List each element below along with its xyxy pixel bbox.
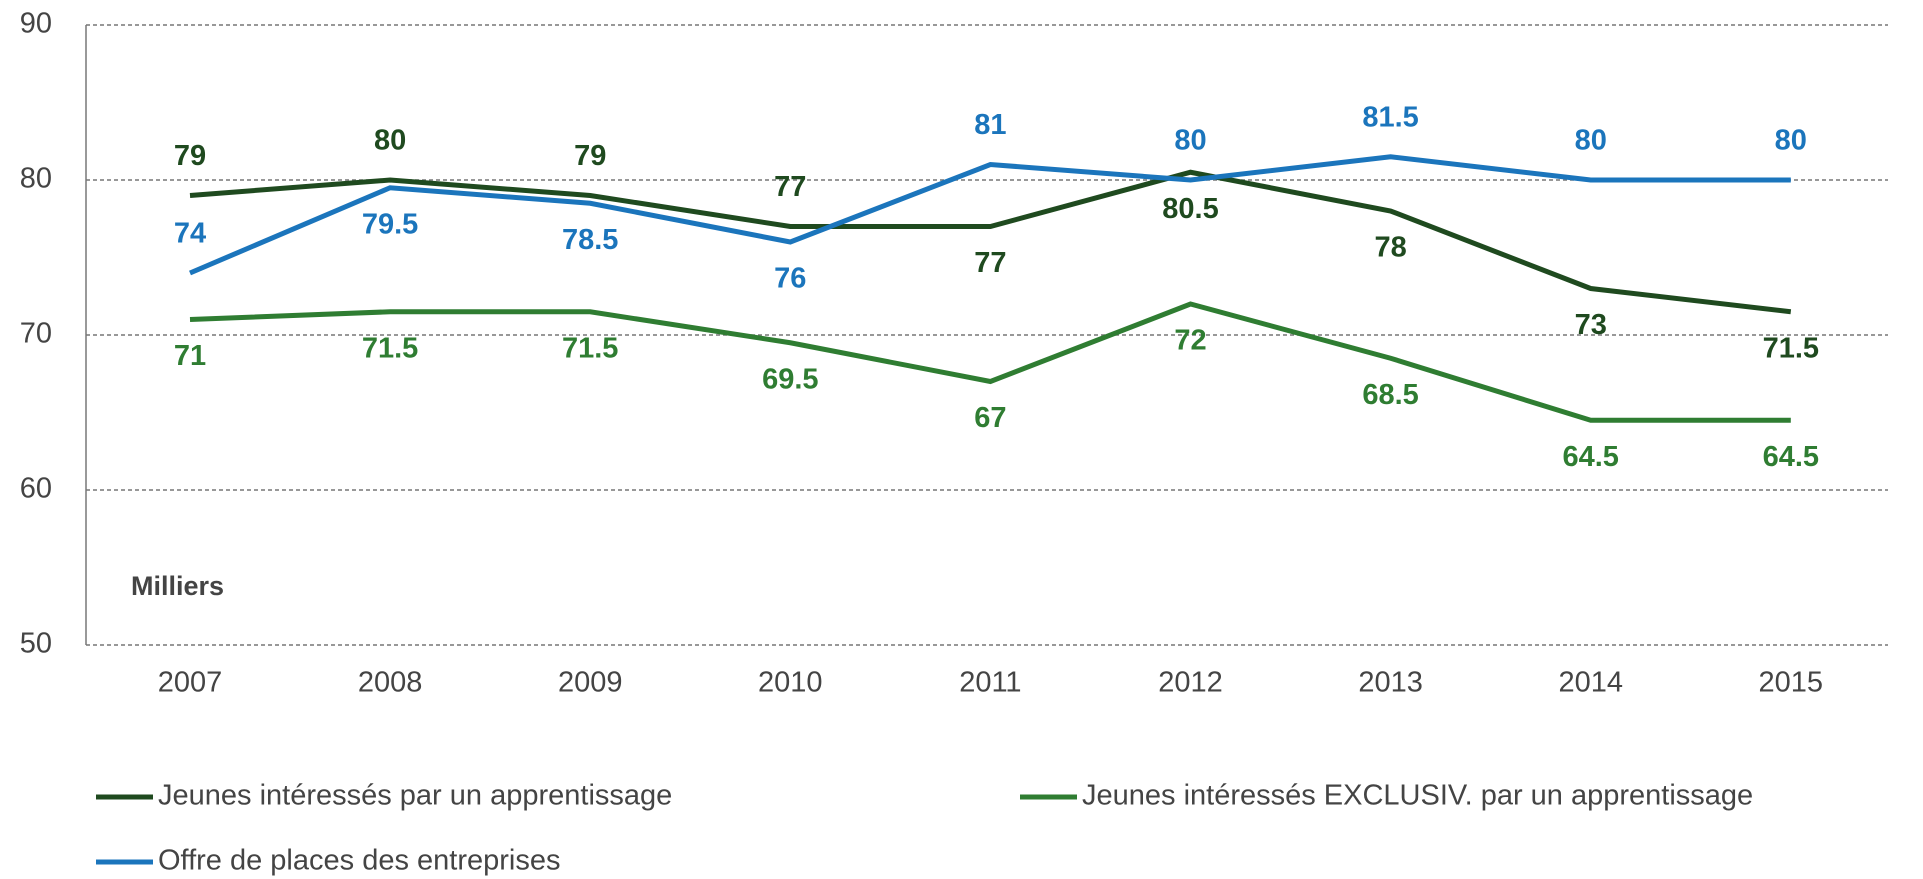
data-label: 80.5 — [1162, 193, 1218, 225]
y-tick-label: 50 — [20, 628, 52, 660]
data-label: 71 — [174, 340, 206, 372]
x-tick-label: 2011 — [959, 667, 1021, 699]
data-label: 76 — [774, 263, 806, 295]
y-tick-label: 90 — [20, 8, 52, 40]
data-label: 64.5 — [1562, 441, 1618, 473]
data-label: 79 — [574, 140, 606, 172]
x-tick-label: 2013 — [1358, 667, 1423, 699]
x-tick-label: 2010 — [758, 667, 823, 699]
data-label: 71.5 — [362, 332, 418, 364]
unit-annotation: Milliers — [131, 571, 224, 601]
data-label: 79 — [174, 140, 206, 172]
x-tick-label: 2012 — [1158, 667, 1223, 699]
legend-label: Jeunes intéressés par un apprentissage — [158, 780, 672, 812]
x-tick-label: 2015 — [1759, 667, 1824, 699]
data-label: 74 — [174, 218, 206, 250]
data-label: 77 — [774, 171, 806, 203]
y-tick-label: 80 — [20, 163, 52, 195]
data-label: 72 — [1174, 325, 1206, 357]
line-series — [189, 301, 1791, 423]
data-label: 78.5 — [562, 224, 618, 256]
y-tick-label: 60 — [20, 473, 52, 505]
data-label: 80 — [1575, 125, 1607, 157]
y-tick-label: 70 — [20, 318, 52, 350]
x-tick-label: 2009 — [558, 667, 623, 699]
data-label: 69.5 — [762, 363, 818, 395]
data-label: 80 — [1775, 125, 1807, 157]
data-label: 78 — [1374, 232, 1406, 264]
line-series — [189, 169, 1792, 315]
line-series — [189, 154, 1791, 276]
legend-label: Offre de places des entreprises — [158, 845, 560, 877]
data-label: 77 — [974, 247, 1006, 279]
data-label: 81.5 — [1362, 101, 1418, 133]
data-label: 80 — [374, 125, 406, 157]
data-label: 68.5 — [1362, 379, 1418, 411]
data-label: 64.5 — [1763, 441, 1819, 473]
x-tick-label: 2007 — [158, 667, 223, 699]
x-tick-label: 2008 — [358, 667, 423, 699]
data-label: 81 — [974, 109, 1006, 141]
data-label: 79.5 — [362, 208, 418, 240]
data-label: 71.5 — [1763, 332, 1819, 364]
legend-label: Jeunes intéressés EXCLUSIV. par un appre… — [1082, 780, 1753, 812]
x-tick-label: 2014 — [1558, 667, 1623, 699]
data-label: 71.5 — [562, 332, 618, 364]
data-label: 73 — [1575, 309, 1607, 341]
data-label: 80 — [1174, 125, 1206, 157]
data-label: 67 — [974, 402, 1006, 434]
